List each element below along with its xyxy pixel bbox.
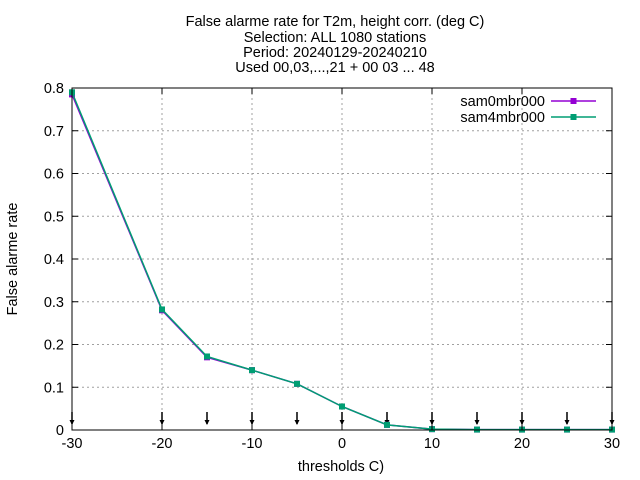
y-tick-label: 0.6 [44,167,64,183]
x-tick-label: -20 [152,436,173,452]
title-line-2: Selection: ALL 1080 stations [244,30,426,46]
legend-swatch-marker [570,114,577,120]
legend-swatch-marker [570,98,577,104]
data-point [339,403,345,410]
legend-item-sam0mbr000: sam0mbr000 [460,94,596,110]
x-tick-label: 30 [604,436,620,452]
series-sam4mbr000 [69,89,615,433]
data-point [159,306,165,313]
threshold-marker-arrow [249,420,255,425]
y-tick-label: 0.3 [44,295,64,311]
y-axis-ticks: 0 0.1 0.2 0.3 0.4 0.5 0.6 0.7 0.8 [44,81,612,439]
data-point [294,380,300,387]
threshold-marker-arrow [429,420,435,425]
legend-item-sam4mbr000: sam4mbr000 [460,110,596,126]
y-tick-label: 0 [56,423,64,439]
y-axis-label: False alarme rate [5,203,21,316]
title-line-4: Used 00,03,...,21 + 00 03 ... 48 [235,60,435,76]
threshold-marker-arrow [294,420,300,425]
threshold-marker-arrow [204,420,210,425]
title-line-1: False alarme rate for T2m, height corr. … [186,14,485,30]
x-tick-label: -10 [242,436,263,452]
legend-label: sam0mbr000 [460,94,545,110]
series-lines [69,89,615,433]
y-tick-label: 0.7 [44,124,64,140]
y-tick-label: 0.5 [44,209,64,225]
chart-title: False alarme rate for T2m, height corr. … [186,14,485,76]
data-point [384,421,390,428]
y-tick-label: 0.8 [44,81,64,97]
title-line-3: Period: 20240129-20240210 [243,45,427,61]
threshold-markers [69,412,615,425]
series-sam0mbr000 [69,91,615,433]
threshold-marker-arrow [519,420,525,425]
threshold-marker-arrow [474,420,480,425]
threshold-marker-arrow [564,420,570,425]
threshold-marker-arrow [339,420,345,425]
data-point [249,367,255,374]
legend-label: sam4mbr000 [460,110,545,126]
x-tick-label: 0 [338,436,346,452]
threshold-marker-arrow [159,420,165,425]
grid [72,88,612,430]
y-tick-label: 0.2 [44,338,64,354]
x-axis-label: thresholds C) [298,459,384,475]
x-tick-label: 20 [514,436,530,452]
x-tick-label: -30 [62,436,83,452]
x-tick-label: 10 [424,436,440,452]
y-tick-label: 0.1 [44,380,64,396]
x-axis-ticks: -30 -20 -10 0 10 20 30 [62,88,620,452]
y-tick-label: 0.4 [44,252,64,268]
data-point [204,353,210,360]
